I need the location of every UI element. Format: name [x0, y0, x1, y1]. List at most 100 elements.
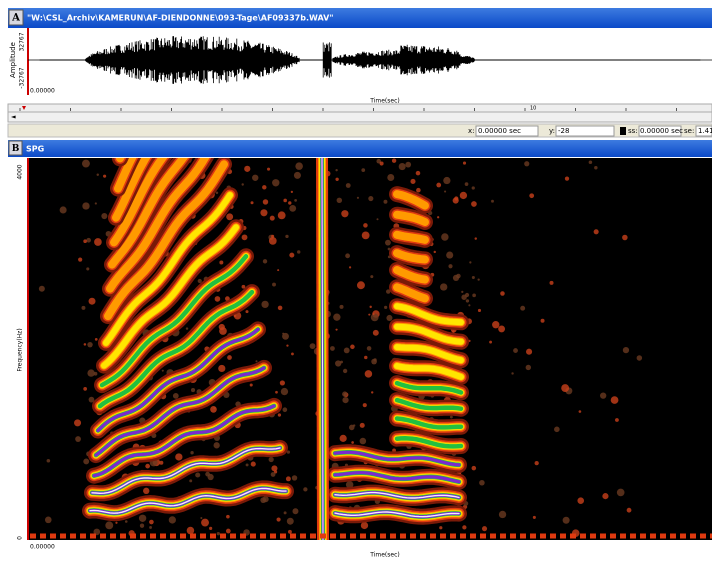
speckle [462, 525, 467, 530]
harmonic [393, 266, 429, 284]
speckle [479, 480, 485, 486]
scroll-left[interactable]: ◄ [11, 114, 16, 121]
x-axis-label: Time(sec) [369, 552, 399, 559]
speckle [101, 212, 108, 220]
speckle [498, 510, 507, 519]
speckle [622, 346, 630, 354]
ruler-pointer[interactable] [22, 106, 26, 110]
speckle [524, 161, 530, 167]
speckle [290, 190, 294, 194]
speckle [526, 348, 533, 355]
speckle [195, 472, 201, 478]
speckle [465, 299, 470, 303]
speckle [286, 344, 289, 347]
title-bar-a[interactable] [8, 8, 712, 28]
speckle [46, 458, 51, 463]
speckle [513, 348, 518, 353]
y-axis-label: Amplitude [9, 42, 17, 78]
harmonic [393, 249, 429, 264]
speckle [379, 161, 384, 166]
speckle [594, 165, 598, 170]
status-se-value: 1.41 [698, 127, 712, 135]
speckle [333, 313, 341, 321]
speckle [78, 257, 83, 262]
speckle [477, 278, 480, 281]
harmonic [97, 289, 255, 409]
speckle [277, 305, 283, 311]
speckle [205, 471, 210, 477]
y-min: -32767 [19, 67, 26, 88]
speckle [441, 233, 449, 241]
speckle [88, 396, 95, 403]
speckle [275, 390, 278, 394]
speckle [295, 162, 303, 170]
title-bar-b[interactable] [8, 140, 712, 157]
speckle [103, 174, 107, 178]
speckle [282, 332, 289, 340]
speckle [83, 387, 87, 391]
speckle [615, 418, 619, 422]
speckle [383, 199, 388, 204]
speckle [361, 168, 366, 172]
harmonic [106, 158, 210, 293]
speckle [461, 290, 464, 294]
speckle [364, 370, 373, 378]
speckle [82, 159, 90, 168]
speckle [449, 415, 453, 419]
speckle [291, 352, 294, 356]
scrollbar[interactable] [7, 111, 712, 123]
speckle [456, 273, 461, 279]
speckle [342, 368, 348, 374]
status-ss-label: ss: [628, 127, 638, 135]
ruler-mark: 10 [530, 106, 536, 112]
status-y-value: -28 [558, 127, 569, 135]
speckle [190, 388, 196, 393]
speckle [245, 463, 249, 467]
speckle [309, 343, 316, 350]
speckle [336, 197, 343, 204]
speckle [159, 460, 164, 465]
speckle [286, 517, 294, 525]
harmonic [394, 344, 464, 364]
speckle [270, 472, 276, 477]
speckle [218, 364, 226, 373]
speckle [593, 229, 599, 235]
speckle [525, 364, 532, 371]
speckle [83, 458, 90, 465]
harmonic [334, 491, 460, 499]
speckle [244, 165, 251, 172]
speckle [225, 296, 230, 302]
panel-label-box [8, 140, 23, 156]
speckle [272, 179, 280, 187]
speckle [362, 403, 367, 408]
speckle [83, 239, 87, 244]
harmonic [103, 192, 233, 346]
speckle [616, 488, 625, 497]
speckle [416, 187, 421, 193]
speckle [433, 250, 436, 254]
speckle [86, 237, 91, 243]
speckle [439, 526, 443, 530]
speckle [213, 442, 220, 449]
harmonic [393, 283, 429, 303]
speckle [145, 463, 150, 469]
speckle [384, 305, 388, 309]
speckle [387, 247, 391, 251]
speckle [261, 300, 269, 309]
speckle [219, 327, 227, 335]
harmonic [110, 158, 168, 247]
speckle [288, 201, 292, 205]
speckle [260, 209, 268, 217]
harmonic [394, 397, 464, 411]
speckle [271, 234, 275, 238]
speckle [82, 202, 90, 210]
y-axis-label: Frequency(Hz) [17, 328, 24, 371]
speckle [227, 355, 232, 360]
speckle [610, 396, 619, 404]
burst [321, 158, 324, 540]
speckle [161, 369, 164, 372]
speckle [359, 437, 367, 445]
panel-label: A [11, 13, 20, 24]
speckle [386, 289, 391, 294]
speckle [444, 190, 447, 193]
